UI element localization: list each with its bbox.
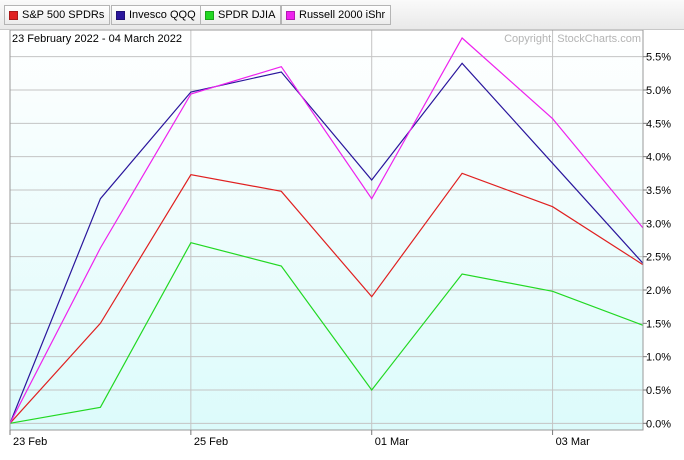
y-tick-label: 1.5% — [646, 318, 671, 330]
grid-lines — [9, 30, 643, 430]
y-tick-label: 5.0% — [646, 85, 671, 97]
legend-bar: S&P 500 SPDRs Invesco QQQ SPDR DJIA Russ… — [0, 0, 684, 30]
series-lines — [9, 37, 644, 424]
legend-swatch-sp500 — [9, 10, 18, 20]
legend-label-sp500: S&P 500 SPDRs — [22, 9, 105, 21]
legend-item-qqq[interactable]: Invesco QQQ — [111, 5, 202, 25]
y-tick-label: 2.0% — [646, 285, 671, 297]
plot-frame — [9, 30, 644, 431]
y-tick-label: 5.5% — [646, 52, 671, 64]
legend-swatch-djia — [205, 10, 214, 20]
legend-label-djia: SPDR DJIA — [218, 9, 276, 21]
x-axis: 23 Feb 25 Feb 01 Mar 03 Mar — [9, 430, 591, 448]
x-tick-label: 23 Feb — [13, 436, 47, 448]
y-axis: 0.0% 0.5% 1.0% 1.5% 2.0% 2.5% 3.0% 3.5% 4.0% 4.5%… — [643, 52, 671, 430]
line-chart: 23 February 2022 - 04 March 2022 Copyrig… — [9, 30, 671, 448]
y-tick-label: 1.0% — [646, 352, 671, 364]
y-tick-label: 0.5% — [646, 385, 671, 397]
legend-swatch-russell — [286, 10, 295, 20]
y-tick-label: 0.0% — [646, 418, 671, 430]
y-tick-label: 4.5% — [646, 118, 671, 130]
legend-swatch-qqq — [116, 10, 125, 20]
plot-area — [10, 30, 643, 430]
legend-item-russell[interactable]: Russell 2000 iShr — [281, 5, 392, 25]
series-line-invesco-qqq — [9, 62, 644, 424]
series-line-s-p-500-spdrs — [9, 172, 644, 424]
series-line-spdr-djia — [9, 242, 644, 424]
y-tick-label: 3.0% — [646, 218, 671, 230]
x-tick-label: 01 Mar — [375, 436, 410, 448]
legend-item-sp500[interactable]: S&P 500 SPDRs — [4, 5, 111, 25]
y-tick-label: 2.5% — [646, 252, 671, 264]
x-tick-label: 03 Mar — [556, 436, 591, 448]
x-tick-label: 25 Feb — [194, 436, 228, 448]
copyright-label: Copyright, StockCharts.com — [504, 33, 641, 45]
legend-item-djia[interactable]: SPDR DJIA — [200, 5, 282, 25]
date-range-label: 23 February 2022 - 04 March 2022 — [12, 33, 182, 45]
legend-label-qqq: Invesco QQQ — [129, 9, 196, 21]
y-tick-label: 4.0% — [646, 152, 671, 164]
legend-label-russell: Russell 2000 iShr — [299, 9, 386, 21]
y-tick-label: 3.5% — [646, 185, 671, 197]
series-line-russell-2000-ishr — [9, 37, 644, 424]
